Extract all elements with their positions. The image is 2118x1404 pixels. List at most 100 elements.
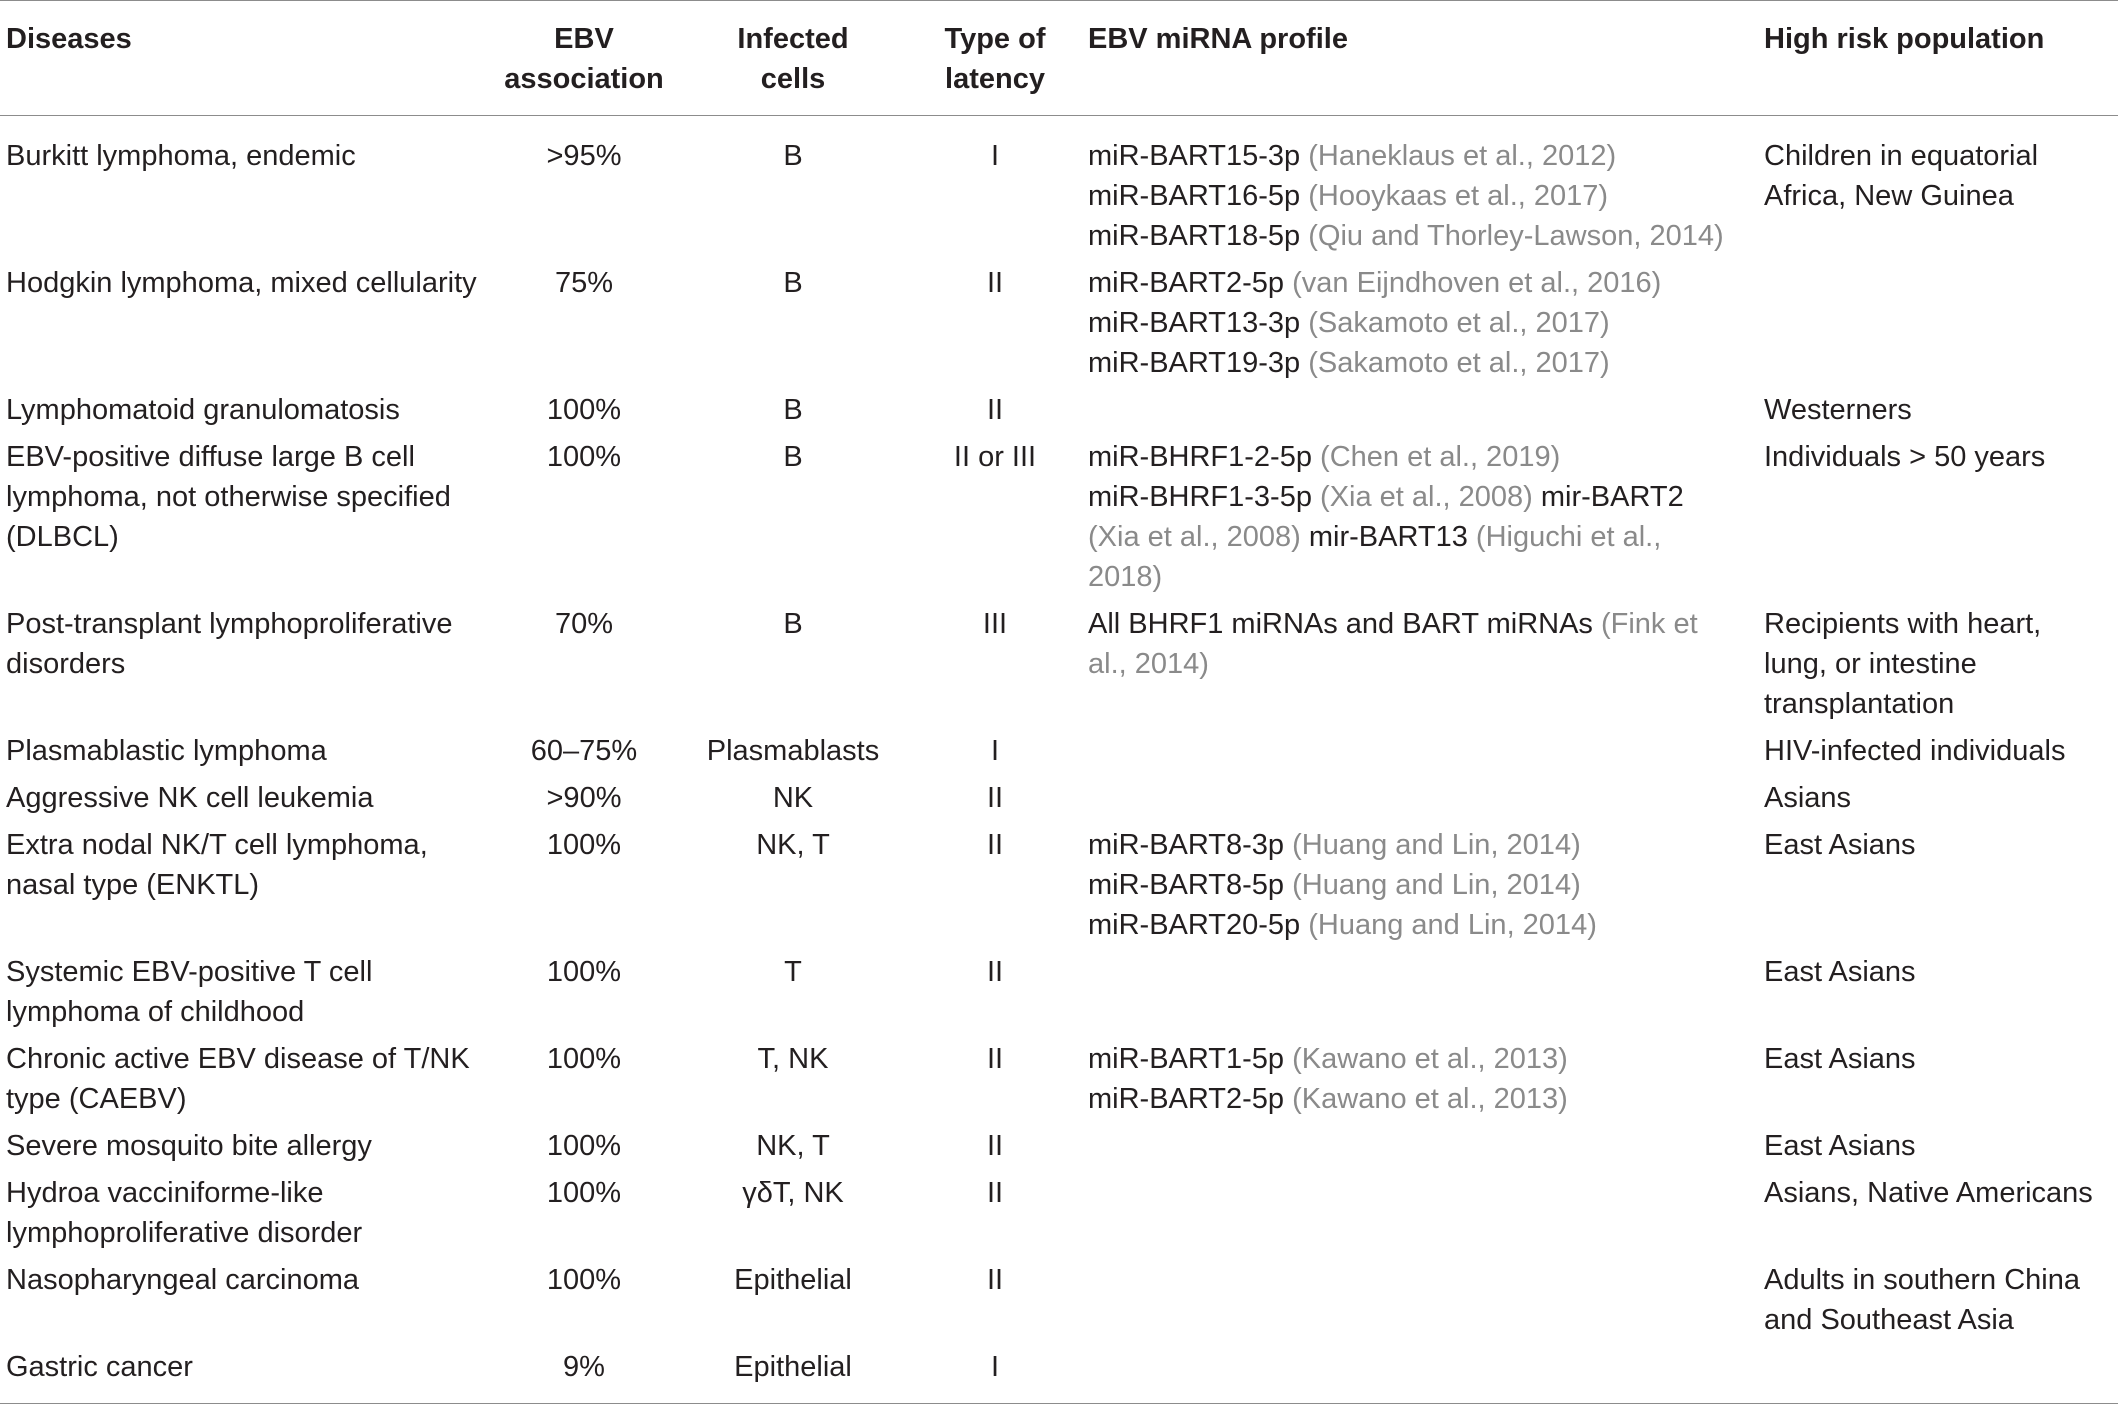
cell-mirna-profile (1076, 771, 1754, 818)
cell-high-risk-population: East Asians (1764, 1043, 1916, 1075)
header-ebv-association: EBV association (504, 23, 664, 95)
mirna-name: miR-BART2-5p (1088, 267, 1293, 299)
cell-mirna-profile: miR-BHRF1-2-5p (Chen et al., 2019) miR-BH… (1076, 430, 1754, 597)
mirna-entry: miR-BART19-3p (Sakamoto et al., 2017) (1088, 343, 1734, 383)
cell-high-risk-population: Individuals > 50 years (1764, 441, 2046, 473)
cell-infected-cells: Epithelial (734, 1351, 852, 1383)
cell-ebv-association: >90% (546, 782, 622, 814)
cell-disease: Post-transplant lymphoproliferative diso… (6, 608, 453, 680)
cell-mirna-profile: miR-BART1-5p (Kawano et al., 2013) miR-BA… (1076, 1032, 1754, 1119)
header-diseases: Diseases (6, 23, 132, 55)
cell-latency: I (990, 735, 1000, 767)
mirna-name: mir-BART13 (1300, 521, 1476, 553)
table-header: Diseases EBV association Infected cells Ty… (0, 0, 2118, 116)
cell-infected-cells: B (783, 394, 803, 426)
cell-mirna-profile (1076, 1340, 1754, 1404)
cell-ebv-association: 9% (563, 1351, 605, 1383)
mirna-name: miR-BART15-3p (1088, 140, 1309, 172)
table-row: Extra nodal NK/T cell lymphoma, nasal ty… (0, 818, 2118, 945)
table-row: Severe mosquito bite allergy 100% NK, T II E… (0, 1119, 2118, 1166)
cell-disease: Extra nodal NK/T cell lymphoma, nasal ty… (6, 829, 428, 901)
cell-disease: Severe mosquito bite allergy (6, 1130, 372, 1162)
cell-mirna-profile (1076, 1166, 1754, 1253)
cell-mirna-profile (1076, 1253, 1754, 1340)
mirna-entry: miR-BART1-5p (Kawano et al., 2013) (1088, 1039, 1734, 1079)
mirna-entry: miR-BART2-5p (van Eijndhoven et al., 201… (1088, 263, 1734, 303)
cell-disease: Chronic active EBV disease of T/NK type … (6, 1043, 470, 1115)
cell-ebv-association: 60–75% (530, 735, 638, 767)
cell-ebv-association: 100% (546, 1264, 622, 1296)
table-row: Plasmablastic lymphoma 60–75% Plasmablasts… (0, 724, 2118, 771)
mirna-reference: (Huang and Lin, 2014) (1292, 869, 1581, 901)
cell-high-risk-population: Asians, Native Americans (1764, 1177, 2093, 1209)
header-row: Diseases EBV association Infected cells Ty… (0, 0, 2118, 116)
cell-latency: I (990, 140, 1000, 172)
cell-latency: II (986, 1130, 1004, 1162)
mirna-name: miR-BART8-5p (1088, 869, 1293, 901)
cell-ebv-association: 100% (546, 1130, 622, 1162)
cell-disease: Burkitt lymphoma, endemic (6, 140, 356, 172)
cell-high-risk-population: Adults in southern China and Southeast A… (1764, 1264, 2080, 1336)
table-row: Post-transplant lymphoproliferative diso… (0, 597, 2118, 724)
mirna-entry: miR-BART16-5p (Hooykaas et al., 2017) (1088, 176, 1734, 216)
cell-latency: II (986, 829, 1004, 861)
table-row: Systemic EBV-positive T cell lymphoma of… (0, 945, 2118, 1032)
header-type-of-latency: Type of latency (944, 23, 1046, 95)
cell-latency: II (986, 394, 1004, 426)
cell-ebv-association: >95% (546, 140, 622, 172)
mirna-name: mir-BART2 (1532, 481, 1684, 513)
cell-latency: I (990, 1351, 1000, 1383)
cell-disease: Systemic EBV-positive T cell lymphoma of… (6, 956, 373, 1028)
cell-mirna-profile: miR-BART8-3p (Huang and Lin, 2014) miR-BA… (1076, 818, 1754, 945)
table-row: Hodgkin lymphoma, mixed cellularity 75% B I… (0, 256, 2118, 383)
cell-high-risk-population: East Asians (1764, 956, 1916, 988)
mirna-reference: (Xia et al., 2008) (1320, 481, 1533, 513)
mirna-reference: (Chen et al., 2019) (1320, 441, 1561, 473)
mirna-name: All BHRF1 miRNAs and BART miRNAs (1088, 608, 1601, 640)
table-row: Nasopharyngeal carcinoma 100% Epithelial II… (0, 1253, 2118, 1340)
cell-infected-cells: γδT, NK (742, 1177, 844, 1209)
mirna-reference: (Qiu and Thorley-Lawson, 2014) (1308, 220, 1724, 252)
mirna-reference: (Higuchi et al., 2018) (1088, 521, 1662, 593)
cell-ebv-association: 100% (546, 829, 622, 861)
mirna-reference: (Haneklaus et al., 2012) (1308, 140, 1617, 172)
cell-ebv-association: 100% (546, 441, 622, 473)
mirna-entry: miR-BART20-5p (Huang and Lin, 2014) (1088, 905, 1734, 945)
mirna-name: miR-BHRF1-3-5p (1088, 481, 1321, 513)
cell-disease: Hodgkin lymphoma, mixed cellularity (6, 267, 477, 299)
mirna-name: miR-BART20-5p (1088, 909, 1309, 941)
cell-latency: II (986, 267, 1004, 299)
mirna-entry: miR-BART18-5p (Qiu and Thorley-Lawson, 2… (1088, 216, 1734, 256)
mirna-name: miR-BART18-5p (1088, 220, 1309, 252)
cell-latency: II or III (953, 441, 1037, 473)
mirna-name: miR-BART13-3p (1088, 307, 1309, 339)
mirna-entry: miR-BART8-5p (Huang and Lin, 2014) (1088, 865, 1734, 905)
cell-infected-cells: B (783, 267, 803, 299)
header-high-risk-population: High risk population (1764, 23, 2045, 55)
mirna-entry: miR-BART13-3p (Sakamoto et al., 2017) (1088, 303, 1734, 343)
cell-disease: EBV-positive diffuse large B cell lympho… (6, 441, 451, 553)
cell-high-risk-population: East Asians (1764, 1130, 1916, 1162)
cell-infected-cells: NK, T (756, 1130, 830, 1162)
mirna-entry: miR-BART15-3p (Haneklaus et al., 2012) (1088, 136, 1734, 176)
cell-disease: Aggressive NK cell leukemia (6, 782, 374, 814)
table-row: Aggressive NK cell leukemia >90% NK II Asian… (0, 771, 2118, 818)
cell-latency: II (986, 1177, 1004, 1209)
cell-mirna-profile: miR-BART15-3p (Haneklaus et al., 2012) mi… (1076, 116, 1754, 257)
cell-infected-cells: NK, T (756, 829, 830, 861)
cell-high-risk-population: Asians (1764, 782, 1852, 814)
cell-disease: Lymphomatoid granulomatosis (6, 394, 400, 426)
header-ebv-mirna-profile: EBV miRNA profile (1088, 23, 1348, 55)
mirna-name: miR-BART19-3p (1088, 347, 1309, 379)
mirna-name: miR-BART1-5p (1088, 1043, 1293, 1075)
cell-mirna-profile: miR-BART2-5p (van Eijndhoven et al., 201… (1076, 256, 1754, 383)
mirna-name: miR-BART2-5p (1088, 1083, 1293, 1115)
cell-ebv-association: 75% (554, 267, 614, 299)
cell-ebv-association: 100% (546, 1043, 622, 1075)
cell-ebv-association: 100% (546, 394, 622, 426)
cell-ebv-association: 100% (546, 956, 622, 988)
cell-mirna-profile (1076, 1119, 1754, 1166)
